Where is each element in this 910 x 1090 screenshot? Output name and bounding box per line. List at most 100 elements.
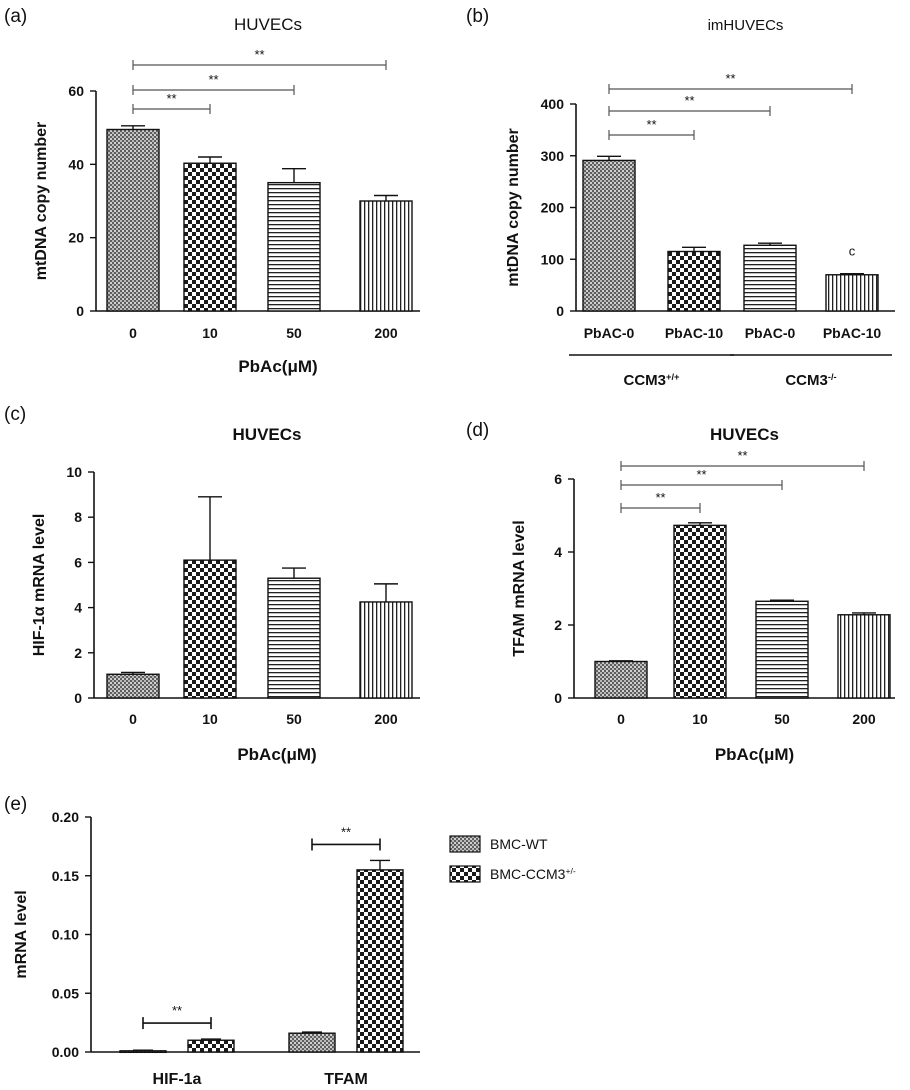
bar-annotation: c [849, 244, 856, 259]
x-tick-label: PbAC-0 [745, 325, 796, 341]
legend-swatch [449, 865, 481, 883]
y-tick-label: 0 [76, 303, 84, 319]
y-tick-label: 2 [554, 617, 562, 633]
y-tick-label: 20 [68, 230, 84, 246]
y-tick-label: 10 [66, 464, 82, 480]
chart-title: HUVECs [710, 425, 779, 444]
x-tick-label: 10 [202, 711, 218, 727]
x-tick-label: 10 [692, 711, 708, 727]
bar [288, 1032, 336, 1053]
x-axis-label: PbAc(μM) [715, 745, 794, 764]
x-tick-label: 50 [286, 325, 302, 341]
significance-label: ** [725, 71, 735, 86]
significance-label: ** [172, 1003, 182, 1018]
bar [673, 524, 727, 699]
bar [267, 577, 321, 699]
bar [106, 673, 160, 699]
x-tick-label: PbAC-10 [823, 325, 882, 341]
y-tick-label: 6 [74, 554, 82, 570]
bar [183, 162, 237, 312]
y-tick-label: 2 [74, 645, 82, 661]
y-tick-label: 0.15 [52, 868, 79, 884]
legend-label: BMC-WT [490, 836, 548, 852]
x-tick-label: 0 [617, 711, 625, 727]
significance-label: ** [684, 93, 694, 108]
x-tick-label: 10 [202, 325, 218, 341]
y-tick-label: 6 [554, 471, 562, 487]
bar [594, 660, 648, 699]
bar [187, 1039, 235, 1053]
bar [119, 1050, 167, 1054]
y-tick-label: 8 [74, 509, 82, 525]
x-tick-label: 200 [374, 711, 398, 727]
bar [359, 601, 413, 699]
bar [582, 159, 636, 312]
y-tick-label: 4 [554, 544, 562, 560]
panel-label-e: (e) [4, 794, 27, 815]
chart-panel-b: imHUVECs 0 100 200 300 400 mtDNA copy number Pb… [505, 17, 895, 389]
y-tick-label: 0.20 [52, 809, 79, 825]
y-tick-label: 4 [74, 600, 82, 616]
x-tick-label: TFAM [324, 1071, 368, 1088]
y-tick-label: 400 [541, 96, 565, 112]
group-label: CCM3-/- [785, 372, 836, 389]
legend-swatch [449, 835, 481, 853]
y-tick-label: 0 [556, 303, 564, 319]
y-axis-label: mRNA level [13, 890, 30, 978]
x-tick-label: 200 [852, 711, 876, 727]
bar [106, 128, 160, 312]
group-label: CCM3+/+ [624, 372, 681, 389]
significance-label: ** [737, 448, 747, 463]
significance-label: ** [646, 117, 656, 132]
panel-label-c: (c) [4, 404, 26, 425]
y-tick-label: 40 [68, 156, 84, 172]
bar [359, 200, 413, 312]
x-tick-label: 50 [774, 711, 790, 727]
bar [267, 181, 321, 312]
panel-label-d: (d) [466, 420, 489, 441]
significance-label: ** [341, 824, 351, 839]
chart-title: HUVECs [234, 15, 302, 34]
bar [183, 559, 237, 699]
y-tick-label: 300 [541, 148, 565, 164]
x-tick-label: PbAC-10 [665, 325, 724, 341]
y-tick-label: 0.05 [52, 985, 79, 1001]
x-axis-label: PbAc(μM) [238, 357, 317, 376]
chart-panel-c: HUVECs 0 2 4 6 8 10 HIF-1α mRNA level 0 10 50 200 Pb… [31, 425, 420, 764]
bar [755, 600, 809, 699]
y-axis-label: mtDNA copy number [33, 122, 50, 281]
legend-label: BMC-CCM3+/- [490, 866, 576, 882]
chart-panel-a: HUVECs 0 20 40 60 mtDNA copy number 0 10 50 200 **… [33, 15, 420, 376]
y-tick-label: 200 [541, 200, 565, 216]
x-tick-label: 200 [374, 325, 398, 341]
y-axis-label: HIF-1α mRNA level [31, 514, 48, 657]
x-tick-label: PbAC-0 [584, 325, 635, 341]
panel-label-a: (a) [4, 6, 27, 27]
bar [667, 250, 721, 312]
bar [743, 244, 797, 312]
panel-label-b: (b) [466, 6, 489, 27]
y-tick-label: 0 [554, 690, 562, 706]
y-tick-label: 100 [541, 251, 565, 267]
x-tick-label: 0 [129, 711, 137, 727]
bar [837, 614, 891, 699]
chart-title: HUVECs [233, 425, 302, 444]
x-tick-label: HIF-1a [153, 1071, 202, 1088]
significance-label: ** [696, 467, 706, 482]
x-tick-label: 50 [286, 711, 302, 727]
chart-title: imHUVECs [708, 17, 784, 34]
bar [356, 869, 404, 1053]
y-axis-label: mtDNA copy number [505, 128, 522, 287]
y-tick-label: 0.00 [52, 1044, 79, 1060]
bar [825, 274, 879, 312]
y-tick-label: 60 [68, 83, 84, 99]
x-tick-label: 0 [129, 325, 137, 341]
significance-label: ** [208, 72, 218, 87]
y-axis-label: TFAM mRNA level [511, 520, 528, 656]
significance-label: ** [166, 91, 176, 106]
chart-panel-d: HUVECs 0 2 4 6 TFAM mRNA level 0 10 50 200 ** ** ** P… [511, 425, 895, 764]
y-tick-label: 0.10 [52, 927, 79, 943]
y-tick-label: 0 [74, 690, 82, 706]
significance-label: ** [254, 47, 264, 62]
